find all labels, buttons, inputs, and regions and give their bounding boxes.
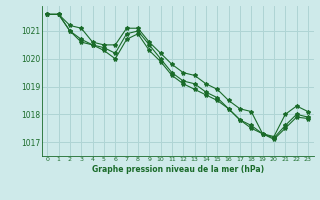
X-axis label: Graphe pression niveau de la mer (hPa): Graphe pression niveau de la mer (hPa) <box>92 165 264 174</box>
